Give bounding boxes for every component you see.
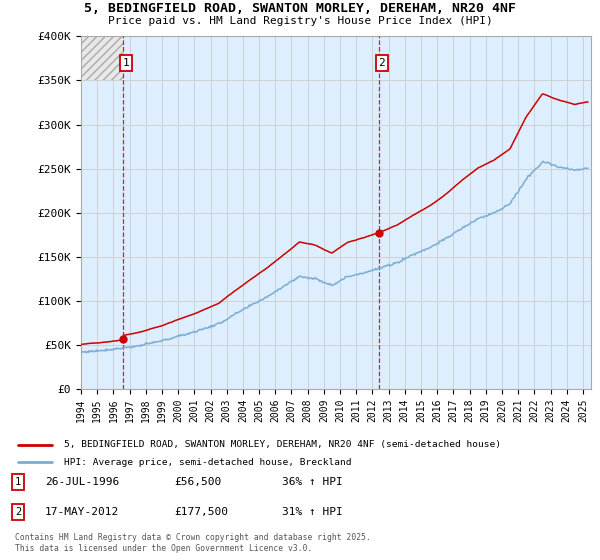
Text: 1: 1 xyxy=(122,58,129,68)
Text: 1: 1 xyxy=(15,477,21,487)
Text: HPI: Average price, semi-detached house, Breckland: HPI: Average price, semi-detached house,… xyxy=(64,458,352,466)
Text: 2: 2 xyxy=(379,58,385,68)
Text: Price paid vs. HM Land Registry's House Price Index (HPI): Price paid vs. HM Land Registry's House … xyxy=(107,16,493,26)
Text: Contains HM Land Registry data © Crown copyright and database right 2025.
This d: Contains HM Land Registry data © Crown c… xyxy=(15,533,371,553)
Text: £177,500: £177,500 xyxy=(174,507,228,517)
Text: 2: 2 xyxy=(15,507,21,517)
Text: 26-JUL-1996: 26-JUL-1996 xyxy=(45,477,119,487)
Text: 36% ↑ HPI: 36% ↑ HPI xyxy=(282,477,343,487)
Text: 17-MAY-2012: 17-MAY-2012 xyxy=(45,507,119,517)
Text: 5, BEDINGFIELD ROAD, SWANTON MORLEY, DEREHAM, NR20 4NF (semi-detached house): 5, BEDINGFIELD ROAD, SWANTON MORLEY, DER… xyxy=(64,441,501,450)
Text: 5, BEDINGFIELD ROAD, SWANTON MORLEY, DEREHAM, NR20 4NF: 5, BEDINGFIELD ROAD, SWANTON MORLEY, DER… xyxy=(84,2,516,15)
Text: 31% ↑ HPI: 31% ↑ HPI xyxy=(282,507,343,517)
Bar xyxy=(81,36,122,81)
Text: £56,500: £56,500 xyxy=(174,477,221,487)
